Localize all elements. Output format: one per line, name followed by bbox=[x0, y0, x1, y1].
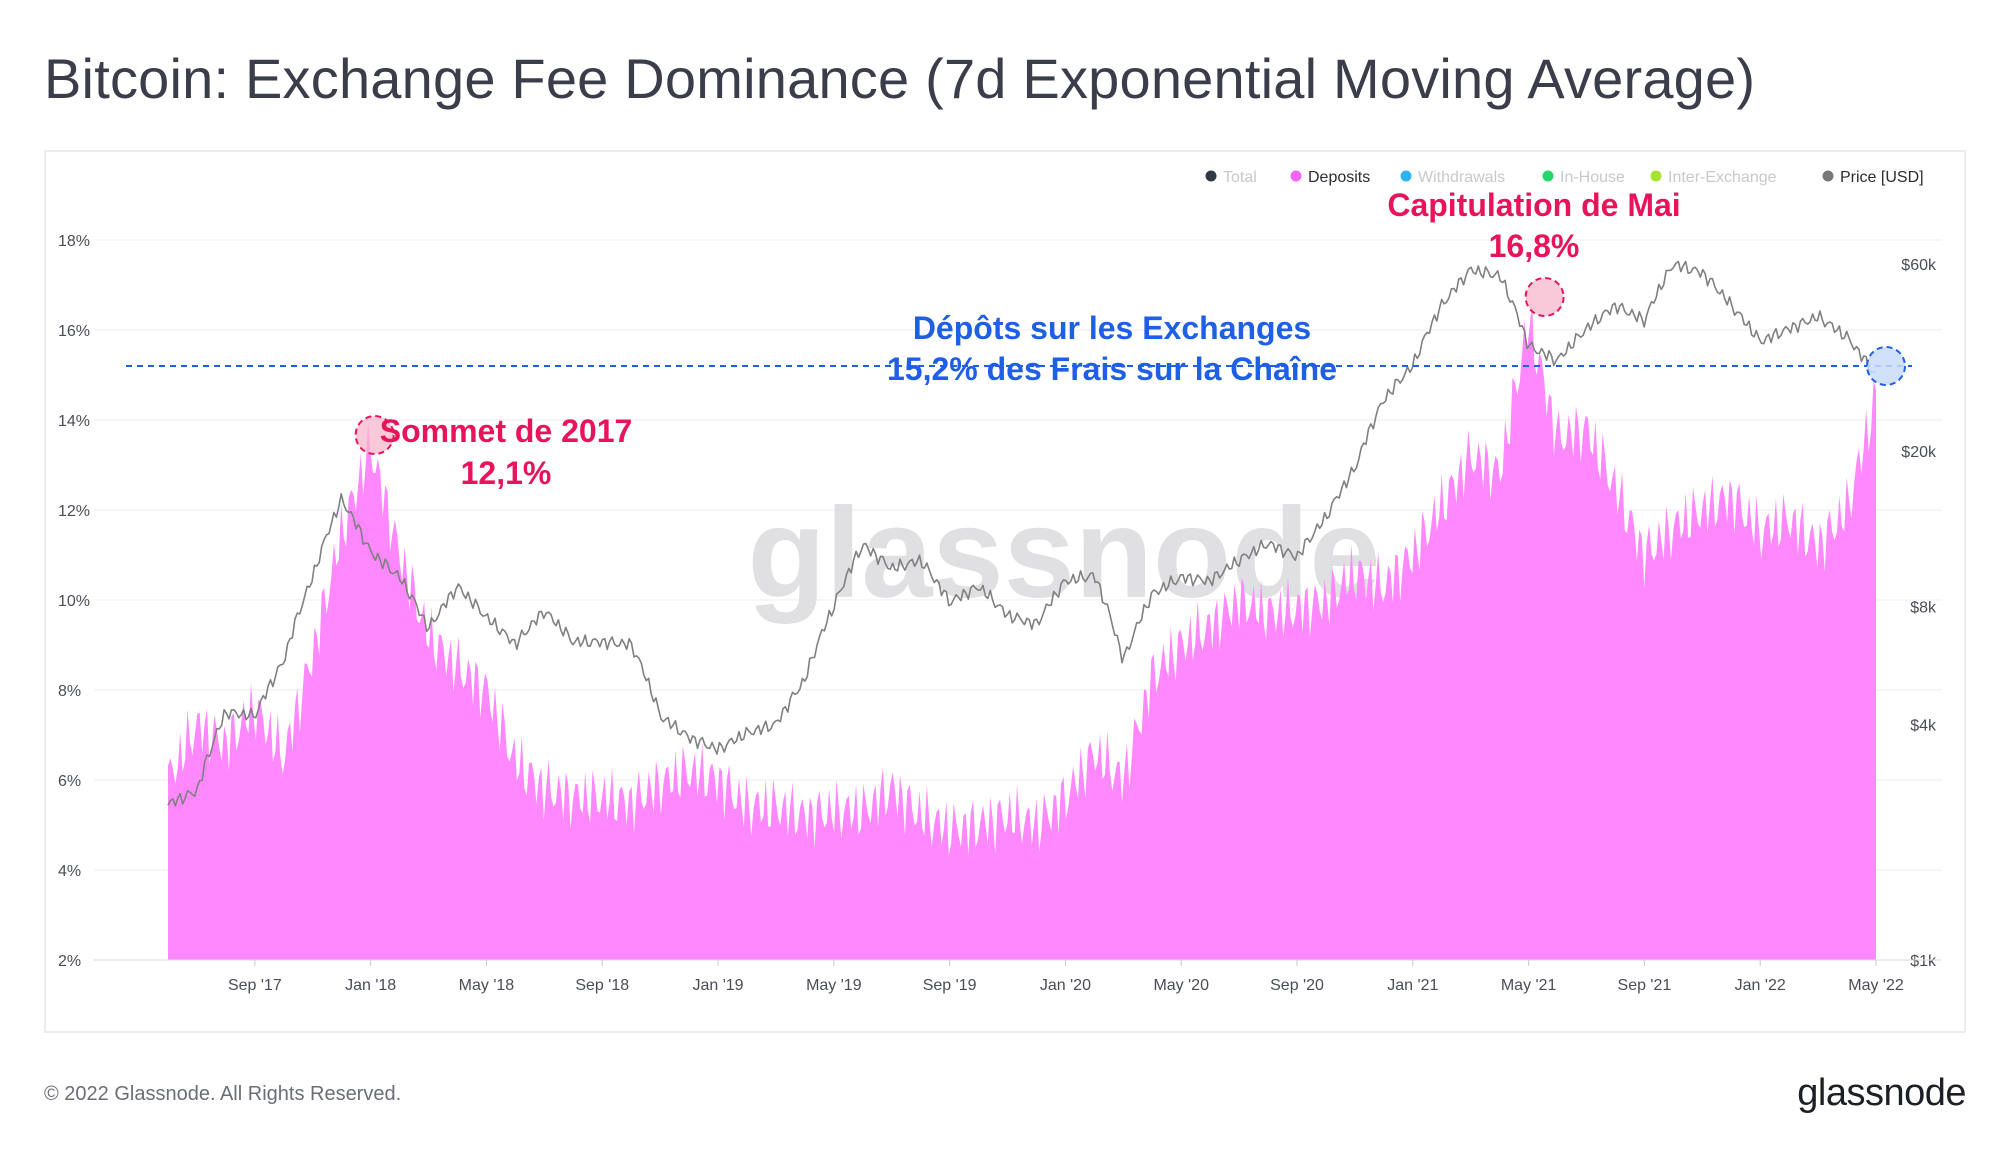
legend-label: Inter-Exchange bbox=[1668, 169, 1777, 186]
x-tick-label: Jan '22 bbox=[1735, 977, 1786, 994]
annotation-2017-value: 12,1% bbox=[461, 455, 552, 491]
y-right-tick-label: $1k bbox=[1910, 953, 1937, 970]
legend-label: Total bbox=[1223, 169, 1257, 186]
x-tick-label: Jan '18 bbox=[345, 977, 396, 994]
legend-label: Deposits bbox=[1308, 169, 1370, 186]
y-left-tick-label: 10% bbox=[58, 593, 90, 610]
x-tick-label: May '21 bbox=[1501, 977, 1557, 994]
x-tick-label: May '18 bbox=[459, 977, 515, 994]
annotation-deposits-subtitle: 15,2% des Frais sur la Chaîne bbox=[887, 351, 1337, 387]
legend-dot-inter-exchange bbox=[1650, 170, 1662, 182]
chart-panel: glassnode 2% 4% 6% 8% 10% 12% 14% 16% 18% $1k $4k $… bbox=[44, 150, 1966, 1033]
y-left-tick-label: 18% bbox=[58, 233, 90, 250]
legend-dot-price-usd- bbox=[1822, 170, 1834, 182]
y-right-tick-label: $4k bbox=[1910, 717, 1937, 734]
annotation-deposits-title: Dépôts sur les Exchanges bbox=[913, 310, 1311, 346]
y-left-tick-label: 4% bbox=[58, 863, 81, 880]
y-left-tick-label: 8% bbox=[58, 683, 81, 700]
annotation-may-title: Capitulation de Mai bbox=[1387, 187, 1680, 223]
y-left-tick-label: 2% bbox=[58, 953, 81, 970]
x-tick-label: Jan '20 bbox=[1040, 977, 1091, 994]
x-tick-label: Jan '21 bbox=[1387, 977, 1438, 994]
x-tick-label: Sep '19 bbox=[923, 977, 977, 994]
legend-dot-deposits bbox=[1290, 170, 1302, 182]
y-left-tick-label: 14% bbox=[58, 413, 90, 430]
chart-title: Bitcoin: Exchange Fee Dominance (7d Expo… bbox=[44, 47, 1756, 110]
x-tick-label: Sep '20 bbox=[1270, 977, 1324, 994]
brand-logo[interactable]: glassnode bbox=[1797, 1072, 1966, 1114]
x-tick-label: Jan '19 bbox=[692, 977, 743, 994]
copyright-text: © 2022 Glassnode. All Rights Reserved. bbox=[44, 1083, 402, 1105]
legend-label: Price [USD] bbox=[1840, 169, 1924, 186]
annotations: Sommet de 2017 12,1% Capitulation de Mai 16… bbox=[354, 187, 1681, 491]
y-left-tick-label: 6% bbox=[58, 773, 81, 790]
legend-dot-withdrawals bbox=[1400, 170, 1412, 182]
fee-dominance-chart: glassnode 2% 4% 6% 8% 10% 12% 14% 16% 18% $1k $4k $… bbox=[58, 169, 1942, 994]
legend-dot-in-house bbox=[1542, 170, 1554, 182]
legend-dot-total bbox=[1205, 170, 1217, 182]
y-left-tick-label: 16% bbox=[58, 323, 90, 340]
annotation-may-value: 16,8% bbox=[1489, 228, 1580, 264]
peak-may-2021-marker bbox=[1524, 277, 1565, 317]
deposits-area bbox=[168, 302, 1876, 960]
price-line-layer bbox=[167, 260, 1877, 807]
y-left-tick-label: 12% bbox=[58, 503, 90, 520]
x-tick-label: Sep '17 bbox=[228, 977, 282, 994]
price-line bbox=[167, 260, 1877, 807]
x-tick-label: May '22 bbox=[1848, 977, 1904, 994]
watermark: glassnode bbox=[747, 482, 1380, 625]
legend: Total Deposits Withdrawals In-House Inter-Ex… bbox=[1205, 169, 1924, 186]
y-right-tick-label: $20k bbox=[1901, 444, 1937, 461]
axes: 2% 4% 6% 8% 10% 12% 14% 16% 18% $1k $4k $8k $20k $60k… bbox=[58, 233, 1942, 994]
annotation-2017-title: Sommet de 2017 bbox=[380, 413, 633, 449]
y-right-tick-label: $60k bbox=[1901, 257, 1937, 274]
x-tick-label: May '19 bbox=[806, 977, 862, 994]
legend-label: In-House bbox=[1560, 169, 1625, 186]
x-tick-label: Sep '18 bbox=[575, 977, 629, 994]
current-value-marker bbox=[1866, 346, 1906, 386]
legend-label: Withdrawals bbox=[1418, 169, 1505, 186]
deposits-area-layer bbox=[168, 302, 1876, 960]
peak-2017-marker bbox=[354, 415, 395, 455]
x-tick-label: Sep '21 bbox=[1618, 977, 1672, 994]
y-right-tick-label: $8k bbox=[1910, 600, 1937, 617]
reference-line-layer bbox=[126, 346, 1912, 386]
x-tick-label: May '20 bbox=[1153, 977, 1209, 994]
